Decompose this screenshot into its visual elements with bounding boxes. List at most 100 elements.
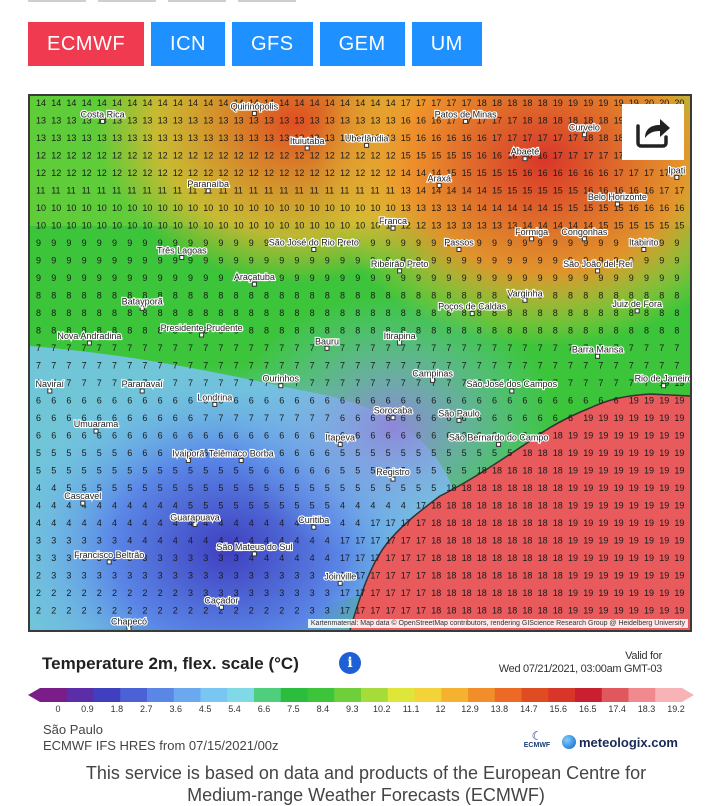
grid-value: 11 [370,186,379,196]
grid-value: 6 [355,396,360,406]
grid-value: 19 [598,518,608,528]
grid-value: 9 [36,273,41,283]
grid-value: 10 [310,203,320,213]
grid-value: 7 [249,413,254,423]
share-button[interactable] [622,104,684,160]
grid-value: 18 [507,553,517,563]
grid-value: 8 [173,308,178,318]
grid-value: 17 [598,151,608,161]
grid-value: 18 [522,588,532,598]
grid-value: 4 [97,518,102,528]
grid-value: 19 [629,518,639,528]
grid-value: 12 [97,168,107,178]
grid-value: 6 [492,413,497,423]
grid-value: 7 [203,361,208,371]
grid-value: 17 [674,186,684,196]
grid-value: 9 [234,238,239,248]
grid-value: 19 [644,518,654,528]
grid-value: 7 [249,343,254,353]
scale-swatch [254,688,281,702]
grid-value: 5 [279,483,284,493]
grid-value: 6 [370,431,375,441]
grid-value: 8 [538,308,543,318]
grid-value: 18 [477,606,487,616]
scale-label: 7.5 [287,704,300,714]
city-label: Ourinhos [263,374,300,384]
grid-value: 10 [173,221,183,231]
grid-value: 19 [583,501,593,511]
grid-value: 6 [614,396,619,406]
grid-value: 9 [66,238,71,248]
grid-value: 9 [659,273,664,283]
grid-value: 8 [644,326,649,336]
grid-value: 8 [36,326,41,336]
grid-value: 4 [97,501,102,511]
grid-value: 3 [294,588,299,598]
grid-value: 2 [173,588,178,598]
grid-value: 8 [568,308,573,318]
meteologix-logo[interactable]: meteologix.com [562,735,678,750]
grid-value: 19 [614,606,624,616]
grid-value: 18 [507,518,517,528]
grid-value: 19 [598,536,608,546]
city-marker [431,378,435,382]
city-label: Joinville [324,571,356,581]
grid-value: 10 [355,221,365,231]
scale-label: 3.6 [169,704,182,714]
grid-value: 17 [370,588,380,598]
location-name: São Paulo [43,722,279,738]
model-button-um[interactable]: UM [412,22,482,66]
grid-value: 7 [370,378,375,388]
model-button-gem[interactable]: GEM [320,22,405,66]
grid-value: 17 [386,518,396,528]
grid-value: 2 [112,606,117,616]
grid-value: 13 [188,133,198,143]
grid-value: 9 [659,238,664,248]
city-label: Rio de Janeiro [635,374,690,384]
scale-label: 0.9 [81,704,94,714]
model-button-icn[interactable]: ICN [151,22,225,66]
grid-value: 10 [310,221,320,231]
grid-value: 8 [583,291,588,301]
grid-value: 5 [249,501,254,511]
grid-value: 9 [294,256,299,266]
grid-value: 18 [553,571,563,581]
grid-value: 4 [82,518,87,528]
grid-value: 8 [51,308,56,318]
grid-value: 4 [112,518,117,528]
grid-value: 9 [644,256,649,266]
grid-value: 17 [355,571,365,581]
tab-stub [238,0,296,2]
grid-value: 7 [142,343,147,353]
grid-value: 18 [538,553,548,563]
grid-value: 10 [370,203,380,213]
grid-value: 5 [158,483,163,493]
grid-value: 9 [310,273,315,283]
grid-value: 9 [598,273,603,283]
grid-value: 9 [522,273,527,283]
grid-value: 9 [279,256,284,266]
grid-value: 4 [310,536,315,546]
tab-stub [28,0,86,2]
grid-value: 12 [36,151,46,161]
grid-value: 10 [279,203,289,213]
grid-value: 7 [416,343,421,353]
grid-value: 10 [294,221,304,231]
grid-value: 7 [158,343,163,353]
grid-value: 10 [36,221,46,231]
model-button-ecmwf[interactable]: ECMWF [28,22,144,66]
grid-value: 4 [127,501,132,511]
grid-value: 7 [629,361,634,371]
city-marker [312,248,316,252]
city-label: Registro [376,467,410,477]
grid-value: 12 [142,151,152,161]
info-icon[interactable]: i [339,652,361,674]
model-button-gfs[interactable]: GFS [232,22,313,66]
grid-value: 8 [97,308,102,318]
grid-value: 7 [51,361,56,371]
grid-value: 6 [431,431,436,441]
grid-value: 6 [325,466,330,476]
grid-value: 9 [294,273,299,283]
city-marker [252,552,256,556]
